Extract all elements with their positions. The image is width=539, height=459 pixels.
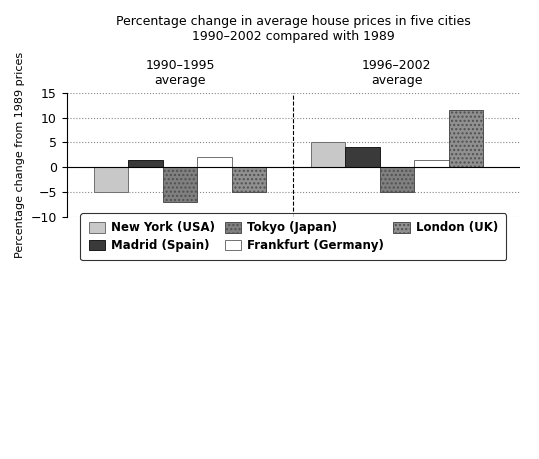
Bar xyxy=(345,147,379,167)
Bar xyxy=(379,167,414,192)
Bar xyxy=(197,157,232,167)
Text: 1990–1995
average: 1990–1995 average xyxy=(145,59,215,87)
Bar xyxy=(310,142,345,167)
Bar xyxy=(414,160,448,167)
Bar xyxy=(163,167,197,202)
Text: 1996–2002
average: 1996–2002 average xyxy=(362,59,432,87)
Legend: New York (USA), Madrid (Spain), Tokyo (Japan), Frankfurt (Germany), London (UK): New York (USA), Madrid (Spain), Tokyo (J… xyxy=(80,213,506,260)
Title: Percentage change in average house prices in five cities
1990–2002 compared with: Percentage change in average house price… xyxy=(116,15,471,43)
Bar xyxy=(232,167,266,192)
Y-axis label: Percentage change from 1989 prices: Percentage change from 1989 prices xyxy=(15,52,25,258)
Bar xyxy=(128,160,163,167)
Bar xyxy=(448,110,483,167)
Bar xyxy=(94,167,128,192)
